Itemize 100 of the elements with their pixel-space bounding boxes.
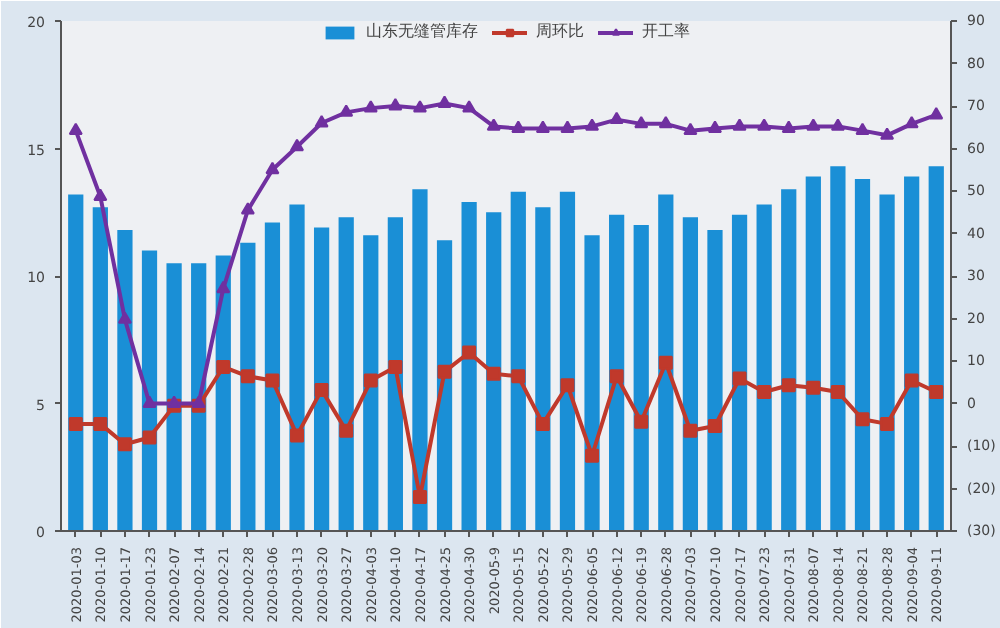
point — [929, 107, 944, 120]
point — [314, 382, 329, 397]
bar — [363, 235, 379, 531]
bar — [191, 263, 207, 531]
bar — [240, 242, 256, 531]
bar — [166, 263, 182, 531]
point — [855, 412, 870, 427]
bar — [510, 191, 526, 531]
point — [339, 423, 354, 438]
point — [167, 395, 182, 408]
point — [240, 369, 255, 384]
point — [437, 364, 452, 379]
point — [707, 419, 722, 434]
point — [732, 118, 747, 131]
point — [265, 161, 280, 175]
point — [880, 127, 895, 140]
point — [462, 100, 477, 113]
point — [240, 202, 255, 215]
point — [806, 118, 821, 131]
point — [929, 385, 944, 400]
point — [560, 120, 575, 133]
bar — [387, 217, 403, 531]
point — [511, 120, 526, 133]
bar — [486, 212, 502, 531]
bar — [412, 189, 428, 531]
point — [634, 115, 649, 129]
bar — [830, 166, 846, 531]
bar — [609, 214, 625, 531]
bar — [879, 194, 895, 531]
bar — [781, 189, 797, 531]
point — [658, 115, 673, 129]
point — [412, 100, 427, 113]
bar — [756, 204, 772, 531]
point — [683, 423, 698, 438]
bar — [584, 235, 600, 531]
point — [191, 395, 206, 408]
legend-label: 山东无缝管库存 — [366, 20, 478, 42]
point — [830, 385, 845, 400]
point — [68, 416, 83, 431]
point — [585, 448, 600, 463]
point — [757, 118, 772, 131]
point — [93, 416, 108, 431]
point — [93, 188, 108, 201]
bar — [559, 191, 576, 531]
point — [781, 120, 796, 133]
point — [142, 395, 157, 408]
bar — [904, 176, 920, 531]
point — [363, 100, 378, 113]
point — [290, 138, 305, 152]
legend-label: 开工率 — [642, 20, 690, 42]
bar — [731, 214, 748, 531]
point — [486, 118, 501, 131]
point — [707, 120, 722, 133]
point — [560, 378, 575, 393]
point — [339, 104, 354, 117]
bar — [461, 202, 477, 531]
bar — [68, 194, 84, 531]
point — [806, 380, 821, 395]
bar — [707, 230, 723, 531]
bar — [313, 227, 330, 531]
point — [781, 378, 796, 393]
bar — [928, 166, 944, 531]
bar — [289, 204, 305, 531]
point — [117, 437, 132, 452]
point — [855, 122, 870, 136]
bar — [92, 207, 108, 531]
bar — [338, 217, 354, 531]
point — [830, 118, 845, 131]
point — [658, 355, 673, 370]
bar — [658, 194, 674, 531]
bar — [264, 222, 281, 531]
point — [437, 95, 452, 108]
bar — [141, 250, 158, 531]
point — [585, 118, 600, 131]
point — [117, 311, 132, 324]
bar — [633, 225, 649, 531]
point — [314, 115, 329, 128]
point — [732, 371, 747, 386]
point — [683, 122, 698, 136]
point — [216, 280, 231, 294]
point — [904, 115, 919, 129]
bar — [854, 179, 871, 531]
point — [880, 416, 895, 431]
point — [388, 359, 403, 374]
point — [290, 428, 305, 443]
point — [265, 373, 280, 388]
point — [511, 369, 526, 384]
bar — [117, 230, 133, 531]
point — [486, 366, 501, 381]
bar — [805, 176, 821, 531]
point — [609, 111, 624, 125]
point — [535, 416, 550, 431]
point — [142, 430, 157, 445]
point — [412, 490, 427, 504]
point — [757, 385, 772, 400]
point — [904, 373, 919, 388]
point — [216, 359, 231, 374]
point — [634, 414, 649, 429]
bar — [436, 240, 453, 531]
point — [388, 98, 403, 111]
